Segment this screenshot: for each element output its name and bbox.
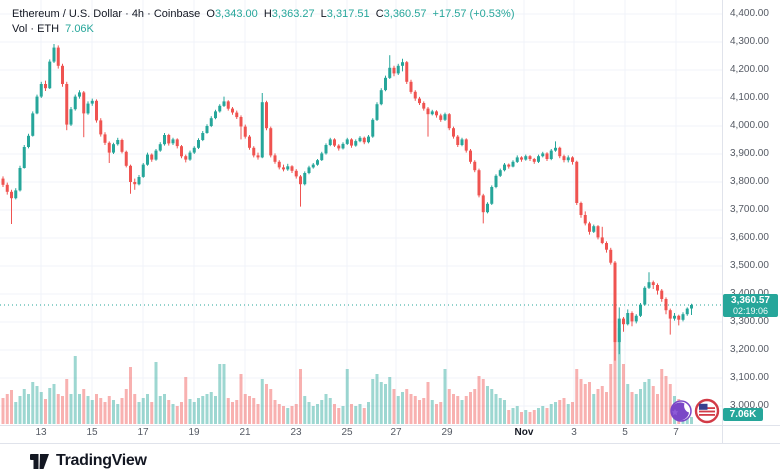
high-label: H	[263, 8, 272, 20]
price-tick-label: 4,300.00	[730, 36, 769, 47]
price-tick-label: 3,500.00	[730, 260, 769, 271]
volume-label: Vol · ETH	[12, 23, 60, 35]
footer-separator	[0, 443, 780, 444]
price-tick-label: 3,600.00	[730, 232, 769, 243]
open-label: O	[206, 8, 215, 20]
us-flag-sticker-icon[interactable]	[694, 398, 720, 424]
time-tick-label: 17	[137, 427, 149, 438]
axis-separator-vertical	[722, 0, 723, 443]
low-value: 3,317.51	[326, 8, 370, 20]
volume-value: 7.06K	[65, 23, 94, 35]
time-tick-label: 7	[673, 427, 679, 438]
time-axis-separator	[0, 425, 780, 426]
price-tick-label: 4,200.00	[730, 64, 769, 75]
tradingview-logo[interactable]: TradingView	[30, 452, 147, 470]
price-tick-label: 3,800.00	[730, 176, 769, 187]
price-tick-label: 3,900.00	[730, 148, 769, 159]
time-tick-label: 15	[86, 427, 98, 438]
moon-sticker-icon[interactable]	[670, 400, 692, 422]
open-value: 3,343.00	[214, 8, 258, 20]
symbol-title: Ethereum / U.S. Dollar · 4h · Coinbase	[12, 8, 201, 20]
change-value: +17.57 (+0.53%)	[432, 8, 515, 20]
time-tick-label: 21	[239, 427, 251, 438]
legend-volume-row: Vol · ETH 7.06K	[12, 22, 517, 36]
time-axis[interactable]: 13 15 17 19 21 23 25 27 29 Nov 3 5 7	[0, 426, 722, 443]
price-tick-label: 4,000.00	[730, 120, 769, 131]
low-label: L	[320, 8, 327, 20]
time-tick-label: 23	[290, 427, 302, 438]
price-tick-label: 3,000.00	[730, 400, 769, 411]
close-value: 3,360.57	[383, 8, 427, 20]
tradingview-wordmark: TradingView	[56, 452, 147, 469]
current-price-badge: 3,360.57 02:19:06	[723, 293, 778, 317]
price-tick-label: 4,400.00	[730, 8, 769, 19]
price-chart-canvas[interactable]	[0, 0, 722, 426]
price-tick-label: 3,200.00	[730, 344, 769, 355]
price-tick-label: 3,700.00	[730, 204, 769, 215]
price-tick-label: 3,400.00	[730, 288, 769, 299]
volume-badge: 7.06K	[723, 408, 763, 421]
price-tick-label: 4,100.00	[730, 92, 769, 103]
tradingview-logo-icon	[30, 453, 49, 469]
time-tick-label: 29	[441, 427, 453, 438]
time-tick-label: 19	[188, 427, 200, 438]
time-tick-label: 27	[390, 427, 402, 438]
time-tick-label: 25	[341, 427, 353, 438]
footer: TradingView	[0, 444, 780, 470]
time-tick-label: Nov	[514, 427, 534, 438]
chart-legend[interactable]: Ethereum / U.S. Dollar · 4h · Coinbase O…	[12, 7, 517, 36]
close-label: C	[375, 8, 384, 20]
time-tick-label: 13	[35, 427, 47, 438]
price-axis[interactable]: 4,400.00 4,300.00 4,200.00 4,100.00 4,000.00…	[722, 0, 780, 425]
time-tick-label: 3	[571, 427, 577, 438]
legend-symbol-row: Ethereum / U.S. Dollar · 4h · Coinbase O…	[12, 7, 517, 21]
bar-countdown: 02:19:06	[732, 305, 769, 316]
time-tick-label: 5	[622, 427, 628, 438]
high-value: 3,363.27	[271, 8, 315, 20]
price-tick-label: 3,300.00	[730, 316, 769, 327]
price-tick-label: 3,100.00	[730, 372, 769, 383]
current-price-value: 3,360.57	[731, 294, 770, 306]
chart-stickers[interactable]	[668, 398, 720, 424]
